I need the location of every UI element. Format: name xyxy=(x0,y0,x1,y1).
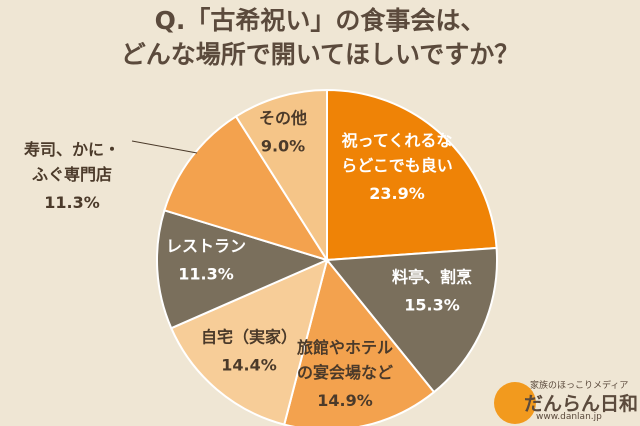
brand-logo: 家族のほっこりメディア だんらん日和 www.danlan.jp xyxy=(494,378,640,426)
label-leader-line xyxy=(131,140,198,154)
chart-title: Q.「古希祝い」の食事会は、 どんな場所で開いてほしいですか？ xyxy=(0,4,640,72)
slice-label: ふぐ専門店 xyxy=(32,165,112,184)
slice-value-label: 11.3% xyxy=(178,265,234,284)
chart-title-line-1: Q.「古希祝い」の食事会は、 xyxy=(154,6,486,35)
slice-label: その他 xyxy=(259,109,307,128)
slice-value-label: 15.3% xyxy=(404,296,460,315)
slice-label: レストラン xyxy=(166,237,246,256)
slice-value-label: 14.4% xyxy=(221,356,277,375)
logo-tagline: 家族のほっこりメディア xyxy=(530,381,629,391)
pie-slice xyxy=(283,257,436,426)
slice-label: 自宅（実家） xyxy=(201,328,297,347)
pie-slice xyxy=(326,88,498,262)
chart-title-line-2: どんな場所で開いてほしいですか？ xyxy=(120,40,520,69)
slice-label: 旅館やホテル xyxy=(297,338,393,357)
slice-label: 寿司、かに・ xyxy=(24,140,120,159)
logo-url: www.danlan.jp xyxy=(536,412,602,422)
slice-label: 料亭、割烹 xyxy=(392,268,472,287)
pie-slice xyxy=(156,209,330,330)
pie-slice xyxy=(169,258,329,426)
slice-label: の宴会場など xyxy=(297,363,393,382)
logo-circle-icon xyxy=(494,382,536,424)
slice-label: らどこでも良い xyxy=(341,156,453,175)
pie-slice xyxy=(234,88,328,264)
slice-value-label: 23.9% xyxy=(369,184,425,203)
logo-name: だんらん日和 xyxy=(524,393,639,415)
slice-value-label: 11.3% xyxy=(44,193,100,212)
slice-label: 祝ってくれるな xyxy=(342,131,453,150)
slice-value-label: 14.9% xyxy=(317,391,373,410)
pie-slice xyxy=(325,246,498,394)
pie-slice xyxy=(163,115,330,262)
slice-value-label: 9.0% xyxy=(261,137,305,156)
